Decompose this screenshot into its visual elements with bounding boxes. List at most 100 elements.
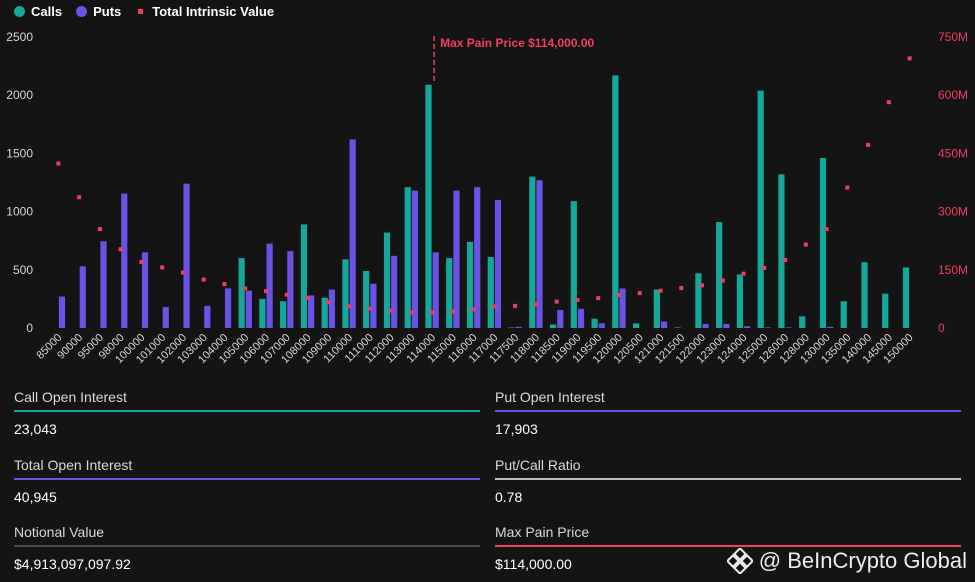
intrinsic-point bbox=[596, 296, 601, 301]
call-bar bbox=[425, 84, 432, 328]
call-bar bbox=[633, 323, 640, 328]
intrinsic-point bbox=[222, 282, 227, 287]
intrinsic-point bbox=[471, 307, 476, 312]
intrinsic-point bbox=[284, 292, 289, 297]
intrinsic-point bbox=[243, 286, 248, 291]
call-bar bbox=[570, 201, 577, 328]
stat-total-open-interest: Total Open Interest 40,945 bbox=[14, 457, 480, 505]
stat-value: $4,913,097,097.92 bbox=[14, 556, 131, 572]
intrinsic-point bbox=[77, 195, 82, 200]
intrinsic-point bbox=[679, 286, 684, 291]
put-bar bbox=[598, 323, 605, 328]
call-bar bbox=[653, 289, 660, 328]
call-bar bbox=[612, 75, 619, 328]
intrinsic-point bbox=[803, 242, 808, 247]
stat-max-pain-price: Max Pain Price $114,000.00 bbox=[495, 524, 961, 572]
intrinsic-point bbox=[180, 270, 185, 275]
legend-intrinsic[interactable]: Total Intrinsic Value bbox=[135, 4, 274, 19]
y2-tick-label: 600M bbox=[938, 88, 968, 102]
put-bar bbox=[515, 326, 522, 328]
legend-calls[interactable]: Calls bbox=[14, 4, 62, 19]
y-tick-label: 1000 bbox=[6, 205, 33, 219]
stats-panel: Call Open Interest 23,043 Put Open Inter… bbox=[0, 380, 975, 582]
call-bar bbox=[508, 327, 515, 328]
call-bar bbox=[259, 298, 266, 328]
put-bar bbox=[474, 187, 481, 328]
stat-notional-value: Notional Value $4,913,097,097.92 bbox=[14, 524, 480, 572]
put-bar bbox=[494, 199, 502, 328]
intrinsic-point bbox=[741, 271, 746, 276]
stat-rule bbox=[495, 545, 961, 547]
put-bar bbox=[328, 289, 335, 328]
put-bar bbox=[827, 326, 834, 328]
call-bar bbox=[363, 270, 370, 328]
put-bar bbox=[162, 307, 169, 328]
call-bar bbox=[342, 259, 349, 328]
put-bar bbox=[557, 309, 564, 328]
put-bar bbox=[349, 139, 356, 328]
put-bar bbox=[702, 323, 709, 328]
intrinsic-point bbox=[700, 283, 704, 288]
call-bar bbox=[591, 318, 598, 328]
intrinsic-point bbox=[160, 265, 165, 270]
put-bar bbox=[723, 323, 730, 328]
legend-intrinsic-label: Total Intrinsic Value bbox=[152, 4, 275, 19]
call-bar bbox=[238, 258, 245, 328]
put-bar bbox=[370, 283, 377, 328]
stat-call-open-interest: Call Open Interest 23,043 bbox=[14, 389, 480, 437]
stat-value: 17,903 bbox=[495, 421, 538, 437]
put-bar bbox=[204, 305, 211, 328]
y-tick-label: 0 bbox=[26, 321, 33, 335]
stat-rule bbox=[495, 410, 961, 412]
y-tick-label: 500 bbox=[13, 263, 33, 277]
put-bar bbox=[308, 295, 315, 328]
intrinsic-point bbox=[450, 309, 455, 314]
put-bar bbox=[141, 252, 149, 328]
put-bar bbox=[121, 193, 128, 328]
y2-tick-label: 300M bbox=[938, 205, 968, 219]
intrinsic-point bbox=[783, 258, 788, 263]
call-bar bbox=[549, 324, 557, 328]
put-bar bbox=[266, 243, 273, 328]
intrinsic-point bbox=[907, 56, 912, 61]
intrinsic-point bbox=[866, 142, 871, 147]
stat-rule bbox=[14, 478, 480, 480]
stat-rule bbox=[495, 478, 961, 480]
intrinsic-point bbox=[367, 306, 372, 311]
call-bar bbox=[466, 241, 474, 328]
intrinsic-point bbox=[97, 227, 102, 232]
intrinsic-point bbox=[845, 185, 850, 190]
put-bar bbox=[660, 321, 668, 328]
put-bar bbox=[411, 190, 419, 328]
call-bar bbox=[446, 258, 453, 328]
intrinsic-point bbox=[201, 277, 206, 282]
put-bar bbox=[183, 183, 190, 328]
call-bar bbox=[799, 316, 806, 328]
call-bar bbox=[819, 158, 827, 328]
call-bar bbox=[300, 224, 308, 328]
call-bar bbox=[404, 187, 411, 328]
legend-puts[interactable]: Puts bbox=[76, 4, 121, 19]
intrinsic-point bbox=[637, 291, 642, 296]
call-bar bbox=[674, 327, 681, 328]
put-bar bbox=[287, 251, 294, 328]
call-bar bbox=[861, 262, 868, 328]
intrinsic-point bbox=[720, 278, 725, 283]
y2-tick-label: 150M bbox=[938, 263, 968, 277]
call-bar bbox=[840, 301, 847, 328]
intrinsic-point bbox=[347, 304, 352, 309]
call-bar bbox=[383, 232, 391, 328]
stat-value: 0.78 bbox=[495, 489, 523, 505]
intrinsic-point bbox=[326, 300, 331, 305]
call-bar bbox=[882, 293, 889, 328]
put-bar bbox=[536, 180, 543, 328]
legend-puts-label: Puts bbox=[93, 4, 122, 19]
stat-label: Call Open Interest bbox=[14, 389, 127, 405]
put-bar bbox=[764, 327, 771, 328]
y-tick-label: 1500 bbox=[6, 146, 33, 160]
intrinsic-point bbox=[139, 260, 144, 265]
intrinsic-point bbox=[264, 289, 268, 294]
stat-value: 40,945 bbox=[14, 489, 57, 505]
call-bar bbox=[757, 90, 764, 328]
stat-value: 23,043 bbox=[14, 421, 57, 437]
